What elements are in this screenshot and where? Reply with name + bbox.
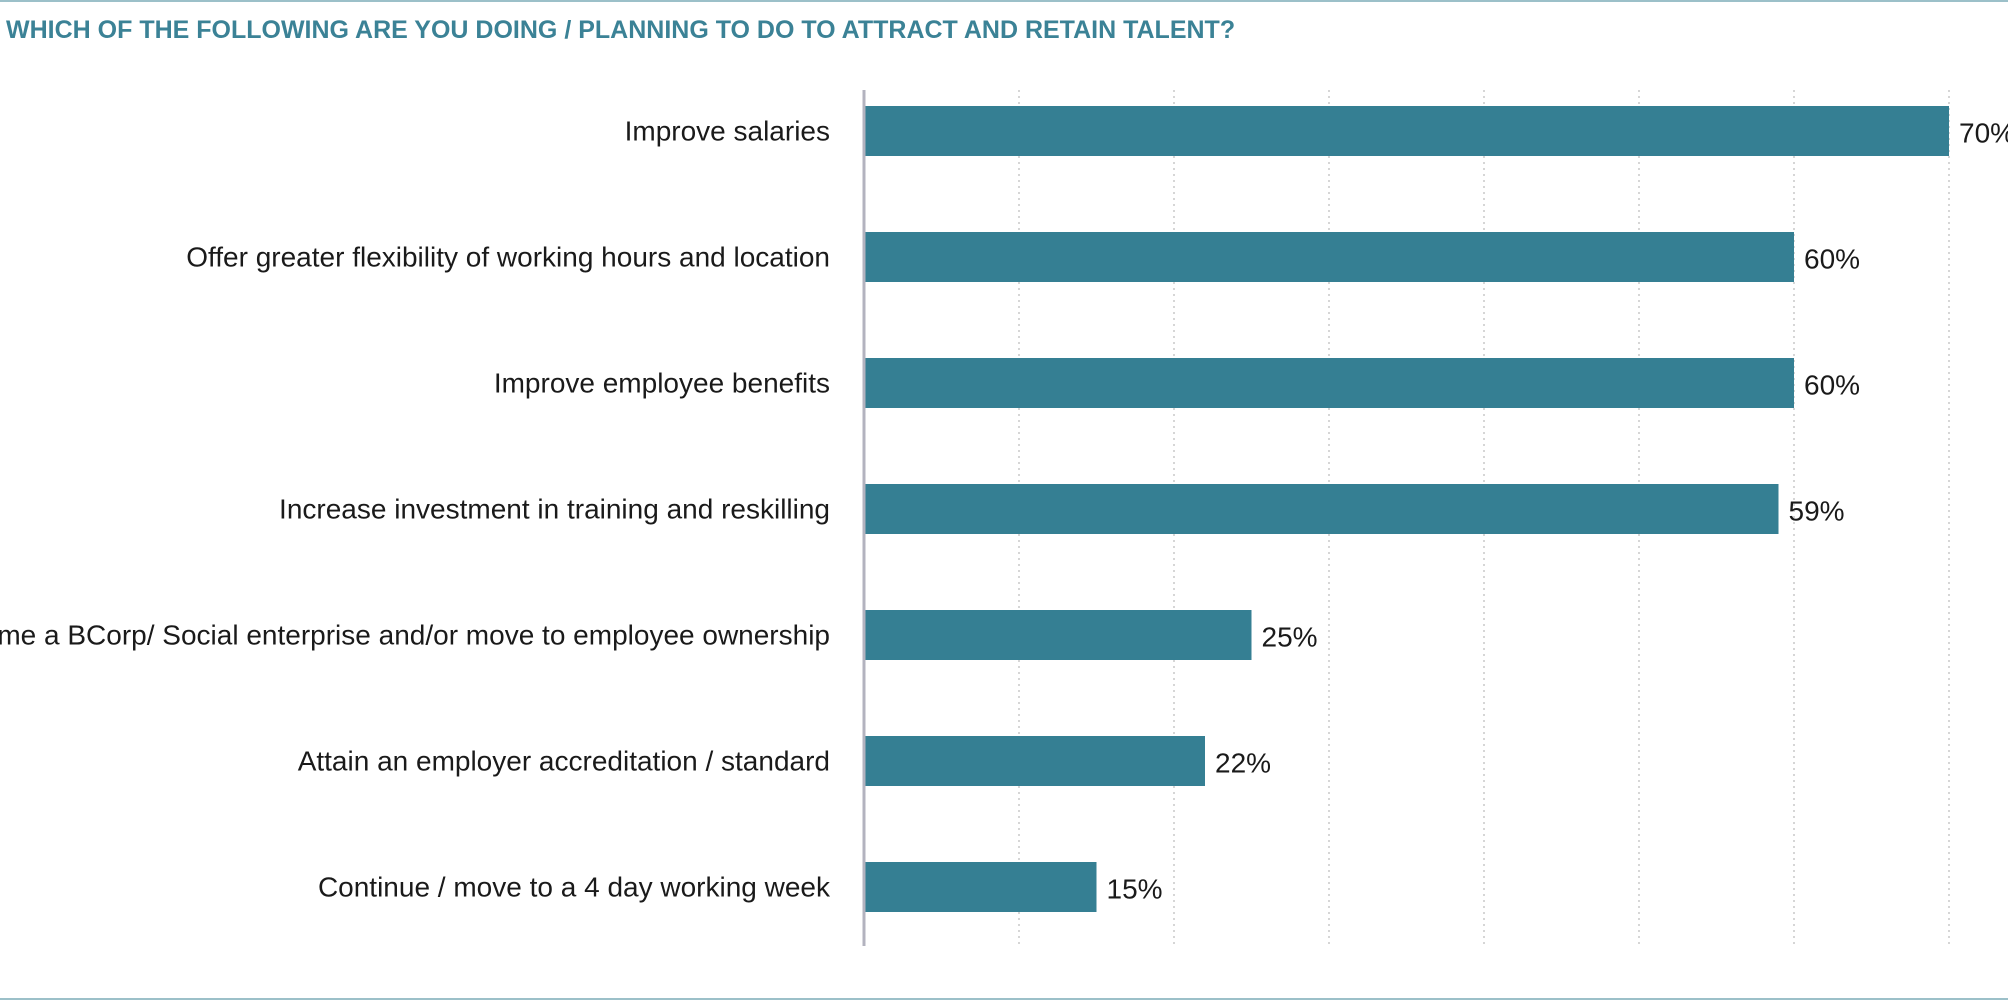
chart-title: WHICH OF THE FOLLOWING ARE YOU DOING / P…	[6, 16, 1236, 44]
value-label: 15%	[1107, 874, 1163, 905]
bar	[864, 610, 1252, 660]
bar	[864, 358, 1794, 408]
category-label: Continue / move to a 4 day working week	[318, 872, 831, 903]
bars	[864, 106, 1949, 912]
category-labels: Improve salaries Offer greater flexibilit…	[0, 116, 831, 903]
value-label: 60%	[1804, 244, 1860, 275]
category-label: Improve employee benefits	[494, 368, 830, 399]
bar	[864, 736, 1205, 786]
category-label: Increase investment in training and resk…	[279, 494, 830, 525]
category-label: Offer greater flexibility of working hou…	[186, 242, 830, 273]
category-label: Improve salaries	[625, 116, 830, 147]
value-labels: 70% 60% 60% 59% 25% 22% 15%	[1107, 118, 2008, 905]
value-label: 70%	[1959, 118, 2008, 149]
bar	[864, 862, 1097, 912]
value-label: 59%	[1789, 496, 1845, 527]
value-label: 25%	[1262, 622, 1318, 653]
value-label: 60%	[1804, 370, 1860, 401]
top-rule	[0, 0, 2008, 2]
category-label: Attain an employer accreditation / stand…	[298, 746, 830, 777]
bottom-rule	[0, 998, 2008, 1000]
bar	[864, 232, 1794, 282]
category-label: Become a BCorp/ Social enterprise and/or…	[0, 620, 830, 651]
bar	[864, 106, 1949, 156]
bar	[864, 484, 1779, 534]
value-label: 22%	[1215, 748, 1271, 779]
